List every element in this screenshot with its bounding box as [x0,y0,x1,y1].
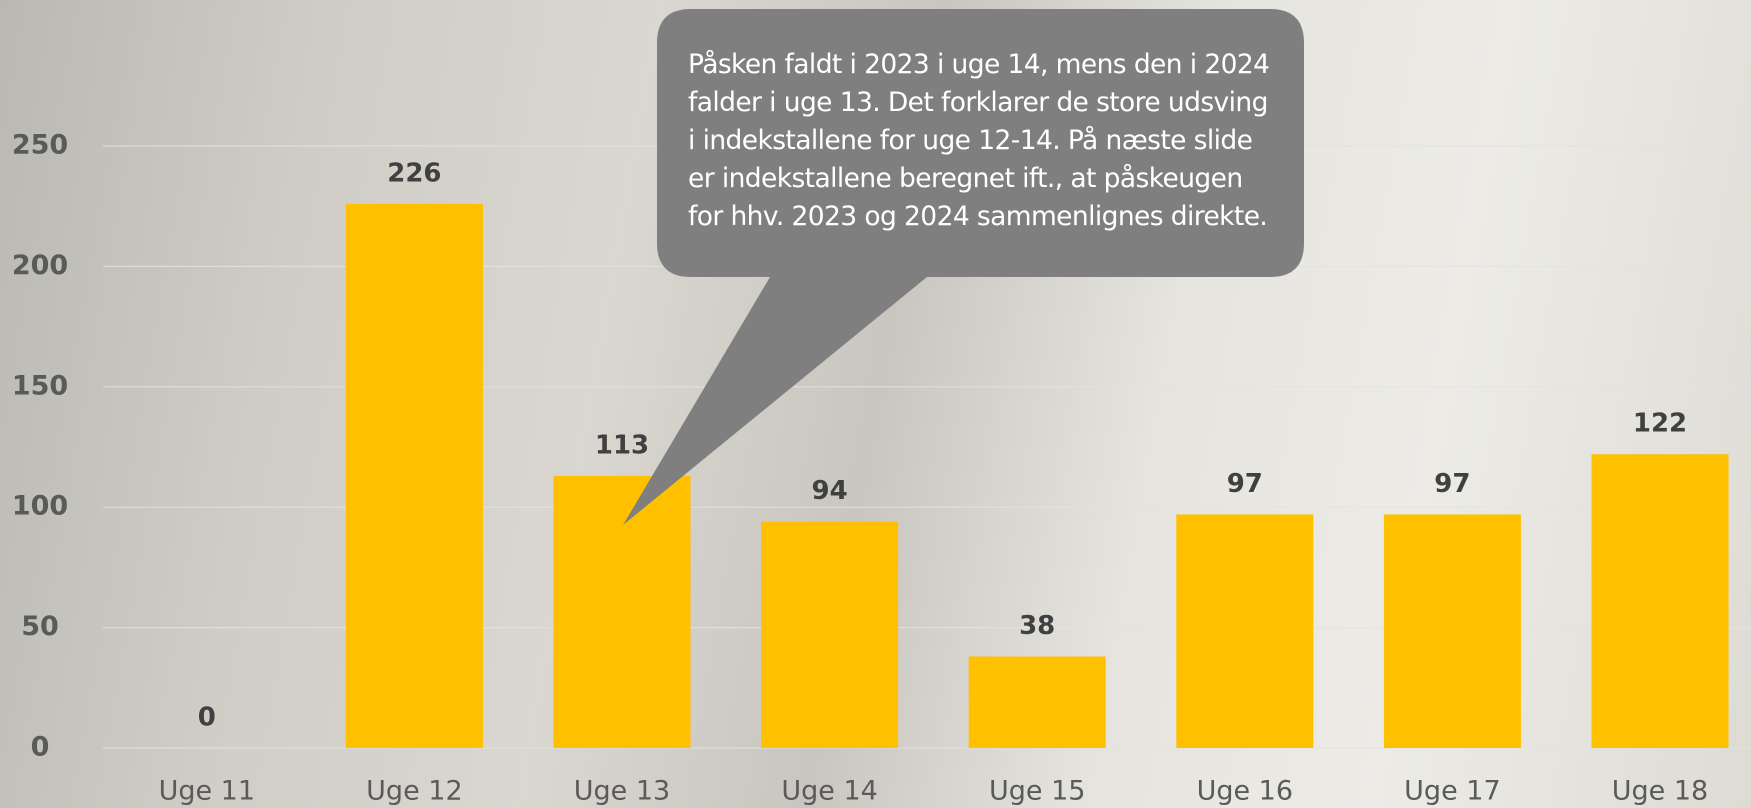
x-tick-label: Uge 18 [1612,776,1708,807]
data-label: 226 [387,158,441,188]
bar [553,476,690,748]
bar [346,204,483,748]
bar [1591,454,1728,748]
x-tick-label: Uge 13 [574,776,670,807]
y-tick-label: 0 [31,732,50,763]
x-tick-label: Uge 12 [366,776,462,807]
x-tick-label: Uge 11 [159,776,255,807]
x-tick-label: Uge 17 [1404,776,1500,807]
y-tick-label: 200 [12,250,68,281]
data-label: 97 [1434,469,1470,499]
annotation: Påsken faldt i 2023 i uge 14, mens den i… [688,46,1278,236]
data-label: 122 [1633,409,1687,439]
data-label: 97 [1227,469,1263,499]
data-label: 94 [812,476,848,506]
data-label: 0 [198,703,216,733]
bar [761,522,898,748]
x-tick-label: Uge 15 [989,776,1085,807]
y-tick-label: 150 [12,370,68,401]
page: 0 50 100 150 200 250 Uge 11 0 Uge 12 226 Uge 13 113… [0,0,1751,808]
y-tick-label: 100 [12,491,68,522]
data-label: 38 [1019,611,1055,641]
bar [969,656,1106,748]
bar [1176,514,1313,748]
data-label: 113 [595,430,649,460]
x-tick-label: Uge 16 [1197,776,1293,807]
y-tick-label: 50 [21,611,59,642]
bar [1384,514,1521,748]
x-tick-label: Uge 14 [781,776,877,807]
y-tick-label: 250 [12,130,68,161]
